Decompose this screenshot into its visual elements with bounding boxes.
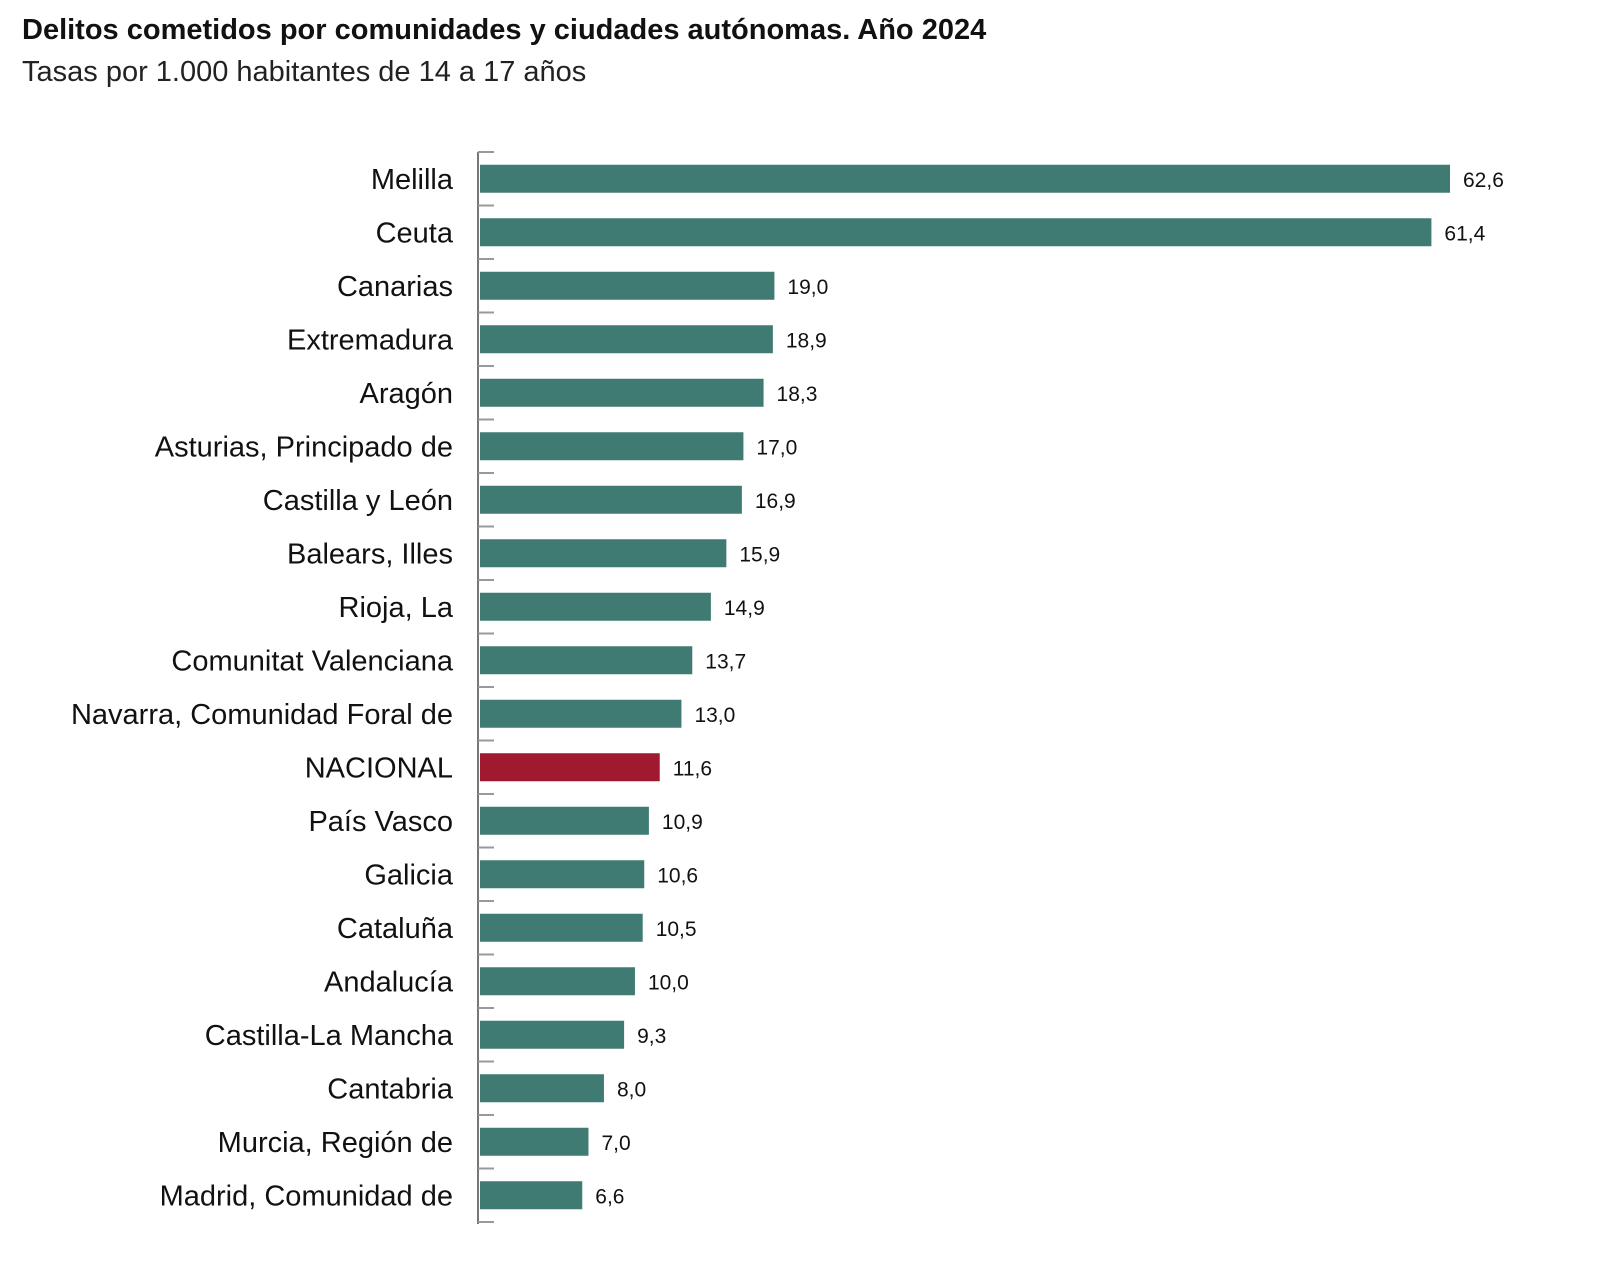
- bar-rioja-la: [480, 592, 711, 621]
- bar-melilla: [480, 164, 1450, 193]
- category-label: Balears, Illes: [287, 538, 453, 570]
- value-label: 19,0: [787, 276, 828, 299]
- value-label: 18,9: [786, 329, 827, 352]
- value-label: 18,3: [777, 383, 818, 406]
- bar-nacional: [480, 753, 660, 782]
- value-label: 61,4: [1444, 222, 1485, 245]
- bar-canarias: [480, 271, 775, 300]
- value-label: 62,6: [1463, 169, 1504, 192]
- bar-navarra-comunidad-foral-de: [480, 699, 682, 728]
- chart-subtitle: Tasas por 1.000 habitantes de 14 a 17 añ…: [22, 56, 587, 88]
- category-label: Cantabria: [327, 1073, 454, 1105]
- category-label: Asturias, Principado de: [155, 431, 453, 463]
- bar-madrid-comunidad-de: [480, 1181, 583, 1210]
- value-label: 10,5: [656, 918, 697, 941]
- bar-castilla-y-le-n: [480, 485, 742, 514]
- category-label: Canarias: [337, 271, 453, 303]
- value-label: 11,6: [673, 757, 712, 780]
- chart-title: Delitos cometidos por comunidades y ciud…: [22, 14, 987, 46]
- value-label: 6,6: [595, 1185, 624, 1208]
- value-label: 17,0: [756, 436, 797, 459]
- category-label: Madrid, Comunidad de: [160, 1180, 453, 1212]
- bar-comunitat-valenciana: [480, 646, 693, 675]
- category-label: Galicia: [364, 859, 454, 891]
- category-label: Melilla: [371, 164, 454, 196]
- value-label: 9,3: [637, 1025, 666, 1048]
- value-label: 15,9: [739, 543, 780, 566]
- category-label: Castilla y León: [263, 485, 453, 517]
- bar-castilla-la-mancha: [480, 1020, 625, 1049]
- category-label: Rioja, La: [339, 592, 454, 624]
- category-label: País Vasco: [308, 806, 453, 838]
- bar-andaluc-a: [480, 967, 635, 996]
- value-label: 10,6: [657, 864, 698, 887]
- bar-galicia: [480, 860, 645, 889]
- bar-asturias-principado-de: [480, 432, 744, 461]
- category-label: NACIONAL: [305, 752, 453, 784]
- category-label: Cataluña: [337, 913, 454, 945]
- bar-murcia-regi-n-de: [480, 1127, 589, 1156]
- bar-pa-s-vasco: [480, 806, 649, 835]
- bar-ceuta: [480, 218, 1432, 247]
- value-label: 16,9: [755, 490, 796, 513]
- bar-extremadura: [480, 325, 773, 354]
- bar-arag-n: [480, 378, 764, 407]
- value-label: 10,9: [662, 811, 703, 834]
- category-label: Murcia, Región de: [218, 1127, 453, 1159]
- value-label: 13,7: [705, 650, 746, 673]
- category-label: Navarra, Comunidad Foral de: [71, 699, 453, 731]
- category-label: Andalucía: [324, 966, 454, 998]
- category-label: Comunitat Valenciana: [171, 645, 453, 677]
- value-label: 7,0: [601, 1132, 630, 1155]
- bar-catalu-a: [480, 913, 643, 942]
- value-label: 8,0: [617, 1078, 646, 1101]
- category-label: Ceuta: [376, 217, 454, 249]
- category-label: Extremadura: [287, 324, 454, 356]
- bar-cantabria: [480, 1074, 604, 1103]
- category-label: Aragón: [359, 378, 453, 410]
- category-label: Castilla-La Mancha: [205, 1020, 454, 1052]
- value-label: 13,0: [694, 704, 735, 727]
- bar-balears-illes: [480, 539, 727, 568]
- value-label: 10,0: [648, 971, 689, 994]
- value-label: 14,9: [724, 597, 765, 620]
